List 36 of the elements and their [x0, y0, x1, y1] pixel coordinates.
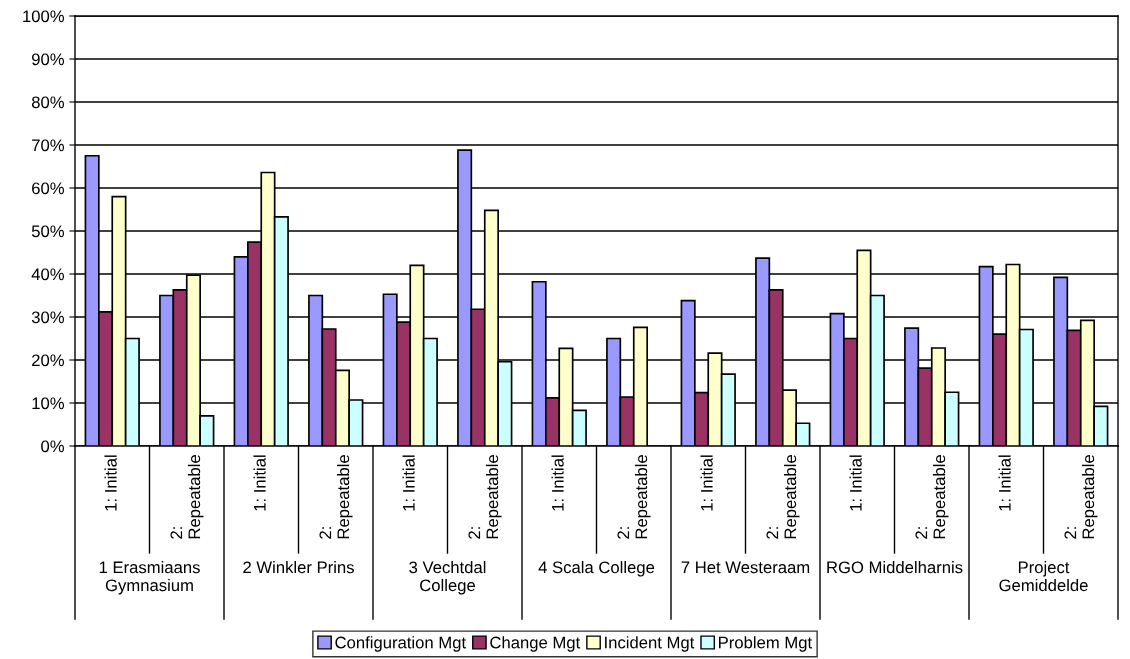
x-tick-label: 1: Initial: [402, 455, 415, 511]
y-tick-label: 50%: [31, 225, 64, 238]
text: 4 Scala College: [538, 561, 655, 577]
text: 7 Het Westeraam: [681, 561, 810, 574]
x-tick-label: 2: Repeatable: [468, 455, 502, 539]
x-tick-label: 2: Repeatable: [1064, 455, 1098, 539]
x-tick-label: 2: Repeatable: [170, 455, 204, 539]
legend-label: Problem Mgt: [719, 636, 813, 652]
x-tick-label: 1: Initial: [849, 455, 862, 511]
y-tick-label: 90%: [32, 53, 64, 66]
y-tick-label: 70%: [32, 139, 64, 152]
y-tick-label: 60%: [32, 182, 64, 195]
x-tick-label: 2: Repeatable: [617, 455, 651, 539]
legend-label: Configuration Mgt: [335, 636, 466, 652]
text: 2 Winkler Prins: [243, 561, 354, 574]
x-tick-label: 1: Initial: [253, 455, 266, 511]
y-tick-label: 80%: [31, 96, 64, 109]
y-tick-label: 20%: [32, 354, 64, 367]
y-tick-label: 40%: [31, 268, 64, 281]
y-tick-label: 0%: [41, 440, 64, 453]
legend-label: Incident Mgt: [605, 636, 695, 652]
text: RGO Middelharnis: [827, 561, 963, 574]
legend-label: Change Mgt: [490, 636, 581, 652]
y-tick-label: 100%: [23, 10, 64, 23]
y-tick-label: 10%: [32, 397, 64, 410]
x-tick-label: 2: Repeatable: [319, 455, 353, 539]
text: 1 Erasmiaans Gymnasium: [99, 561, 200, 595]
x-tick-label: 1: Initial: [551, 455, 564, 511]
x-tick-label: 1: Initial: [700, 455, 713, 511]
x-tick-label: 2: Repeatable: [915, 455, 949, 539]
x-tick-label: 1: Initial: [998, 455, 1011, 511]
x-tick-label: 2: Repeatable: [766, 455, 800, 539]
x-tick-label: 1: Initial: [104, 455, 117, 511]
text: Project Gemiddelde: [999, 561, 1088, 592]
y-tick-label: 30%: [31, 311, 64, 324]
text: 3 Vechtdal College: [409, 561, 486, 595]
